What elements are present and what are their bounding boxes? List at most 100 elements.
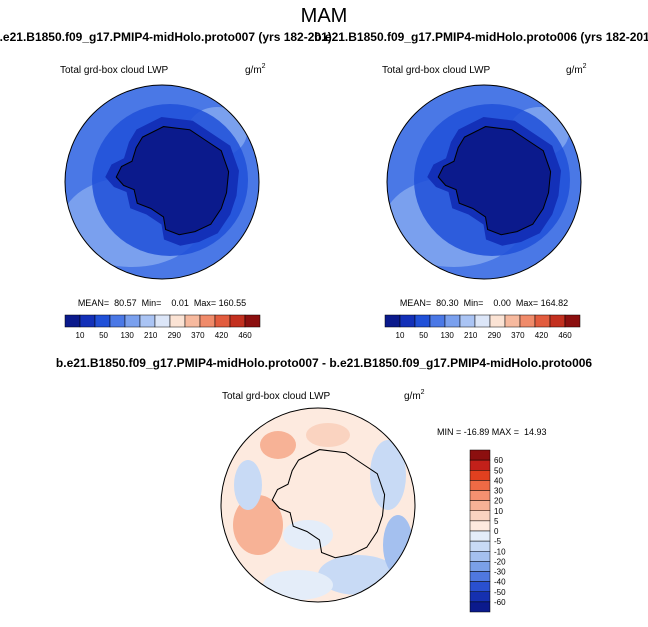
colorbar-label: 50	[419, 331, 428, 340]
units: g/m2	[404, 389, 425, 402]
units-exp: 2	[583, 63, 587, 70]
colorbar-swatch	[469, 581, 491, 592]
variable-label: Total grd-box cloud LWP	[60, 65, 169, 76]
colorbar-swatch	[184, 314, 201, 328]
colorbar-swatch	[469, 510, 491, 522]
colorbar-label: -50	[494, 588, 506, 597]
colorbar-swatch	[469, 459, 491, 471]
map-border	[386, 84, 582, 280]
colorbar-swatch	[469, 530, 491, 542]
colorbar-swatch	[414, 314, 431, 328]
colorbar-label: 20	[494, 497, 503, 506]
colorbar-label: -5	[494, 537, 502, 546]
colorbar-label: 290	[488, 331, 502, 340]
units-base: g/m	[566, 65, 583, 76]
colorbar-swatch	[469, 551, 491, 562]
colorbar-label: -60	[494, 598, 506, 607]
colorbar-swatch	[399, 314, 416, 328]
colorbar-label: 420	[535, 331, 549, 340]
map-band	[263, 570, 333, 600]
variable-label: Total grd-box cloud LWP	[382, 65, 491, 76]
map-band	[383, 515, 413, 575]
stats: MIN = -16.89 MAX = 14.93	[437, 427, 547, 437]
colorbar-swatch	[474, 314, 491, 328]
colorbar-label: 210	[464, 331, 478, 340]
colorbar-label: 370	[191, 331, 205, 340]
units: g/m2	[245, 63, 266, 76]
map	[65, 85, 259, 279]
colorbar-swatch	[469, 490, 491, 501]
map-band	[370, 440, 406, 510]
colorbar-swatch	[154, 314, 171, 328]
units-exp: 2	[421, 389, 425, 396]
map-band	[233, 495, 283, 555]
colorbar-swatch	[504, 314, 521, 328]
colorbar-swatch	[214, 314, 231, 328]
colorbar-swatch	[469, 571, 491, 582]
colorbar-label: 30	[494, 487, 503, 496]
colorbar-swatch	[199, 314, 216, 328]
units-base: g/m	[404, 391, 421, 402]
panel-title: b.e21.B1850.f09_g17.PMIP4-midHolo.proto0…	[314, 30, 648, 44]
units: g/m2	[566, 63, 587, 76]
map-border	[64, 84, 260, 280]
colorbar-label: 460	[238, 331, 252, 340]
colorbar-label: 10	[76, 331, 85, 340]
colorbar-label: 370	[511, 331, 525, 340]
colorbar-label: 0	[494, 527, 499, 536]
colorbar-label: 130	[440, 331, 454, 340]
map-border	[220, 407, 416, 603]
colorbar-swatch	[169, 314, 186, 328]
map-band	[116, 126, 229, 235]
colorbar-swatch	[519, 314, 536, 328]
units-exp: 2	[262, 63, 266, 70]
colorbar-swatch	[444, 314, 461, 328]
panel-title: b.e21.B1850.f09_g17.PMIP4-midHolo.proto0…	[0, 30, 332, 44]
colorbar-label: 10	[494, 507, 503, 516]
colorbar-swatch	[94, 314, 111, 328]
colorbar-swatch	[469, 480, 491, 491]
map-band	[283, 520, 333, 550]
colorbar-label: -30	[494, 568, 506, 577]
coastline	[271, 449, 386, 559]
coastline	[437, 126, 552, 236]
colorbar-label: 210	[144, 331, 158, 340]
colorbar-swatch	[549, 314, 566, 328]
colorbar-swatch	[469, 601, 491, 613]
map-band	[260, 431, 296, 459]
colorbar-swatch	[469, 500, 491, 511]
figure-title: MAM	[301, 5, 348, 27]
colorbar-label: -10	[494, 547, 506, 556]
colorbar-swatch	[429, 314, 446, 328]
colorbar-label: 5	[494, 517, 499, 526]
colorbar-label: 60	[494, 456, 503, 465]
colorbar-label: 50	[494, 466, 503, 475]
colorbar-label: -40	[494, 578, 506, 587]
colorbar-label: 10	[396, 331, 405, 340]
map-band	[234, 460, 262, 510]
colorbar-swatch	[564, 314, 581, 328]
units-base: g/m	[245, 65, 262, 76]
colorbar-label: 290	[168, 331, 182, 340]
colorbar-swatch	[489, 314, 506, 328]
map	[221, 408, 415, 602]
colorbar-swatch	[79, 314, 96, 328]
colorbar-swatch	[229, 314, 246, 328]
map-band	[306, 423, 350, 447]
colorbar-swatch	[469, 449, 491, 461]
colorbar-label: 420	[215, 331, 229, 340]
colorbar-label: 40	[494, 476, 503, 485]
colorbar-swatch	[469, 540, 491, 552]
colorbar-label: 460	[558, 331, 572, 340]
colorbar-label: 50	[99, 331, 108, 340]
colorbar-swatch	[109, 314, 126, 328]
coastline	[115, 126, 230, 236]
colorbar-swatch	[469, 470, 491, 481]
stats: MEAN= 80.30 Min= 0.00 Max= 164.82	[400, 298, 568, 308]
colorbar-swatch	[469, 561, 491, 572]
variable-label: Total grd-box cloud LWP	[222, 391, 331, 402]
map	[387, 85, 581, 279]
colorbar-swatch	[469, 591, 491, 603]
colorbar-swatch	[459, 314, 476, 328]
